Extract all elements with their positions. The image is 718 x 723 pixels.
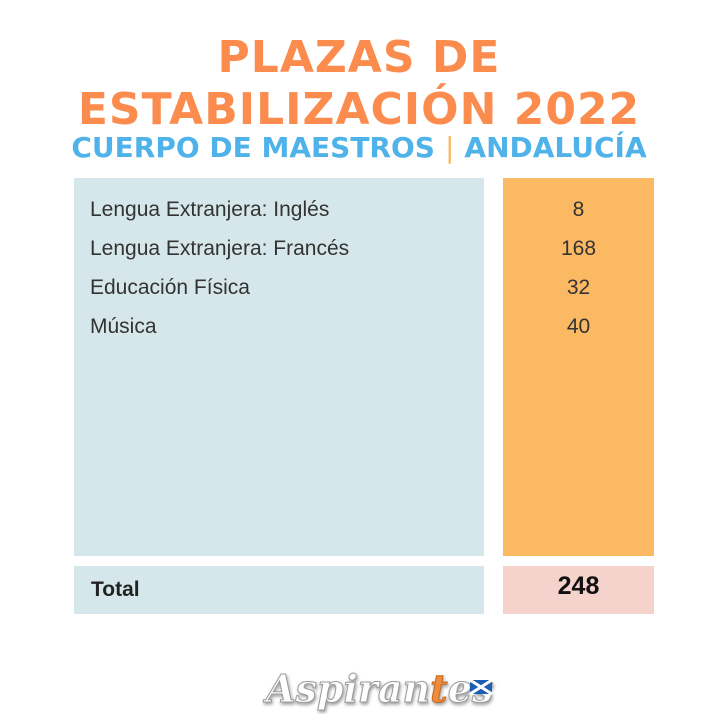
subtitle-body: CUERPO DE MAESTROS [71, 131, 435, 164]
specialties-panel: Lengua Extranjera: Inglés Lengua Extranj… [74, 178, 484, 556]
specialty-name: Música [90, 315, 157, 338]
svg-text:Aspirantes: Aspirantes [263, 666, 493, 711]
total-value-cell: 248 [503, 566, 654, 614]
places-value: 168 [560, 237, 597, 260]
page-title-line-2: ESTABILIZACIÓN 2022 [77, 84, 641, 135]
total-label: Total [91, 578, 140, 601]
specialty-name: Lengua Extranjera: Francés [90, 237, 350, 260]
total-value: 248 [557, 572, 600, 600]
scotland-flag-icon [469, 678, 493, 696]
aspirantes-logo: Aspirantes [263, 666, 494, 712]
places-panel: 8 168 32 40 [503, 178, 654, 556]
total-label-cell: Total [74, 566, 484, 614]
subtitle: CUERPO DE MAESTROS | ANDALUCÍA [0, 128, 718, 168]
places-value: 32 [566, 276, 591, 299]
places-value: 8 [572, 198, 585, 221]
specialty-name: Lengua Extranjera: Inglés [90, 198, 330, 221]
specialty-name: Educación Física [90, 276, 250, 299]
places-value: 40 [566, 315, 591, 338]
subtitle-separator: | [444, 131, 455, 164]
subtitle-region: ANDALUCÍA [464, 131, 647, 164]
page-title-line-1: PLAZAS DE [217, 32, 501, 83]
